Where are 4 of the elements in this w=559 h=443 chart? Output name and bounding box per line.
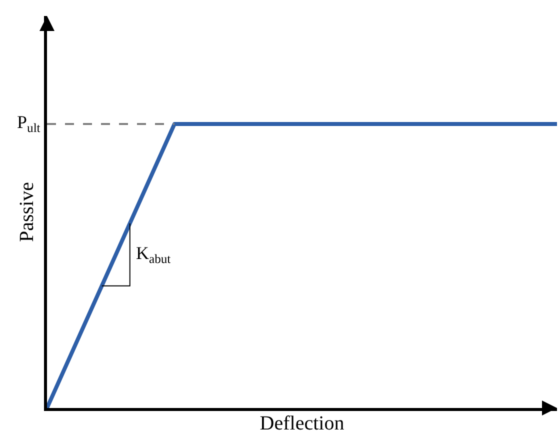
- x-axis-title: Deflection: [260, 412, 344, 435]
- y-axis-title: Passive: [16, 182, 38, 242]
- annotation: K$_{abut}$: [136, 243, 172, 266]
- ref-line-label: P$_{ult}$: [17, 112, 41, 135]
